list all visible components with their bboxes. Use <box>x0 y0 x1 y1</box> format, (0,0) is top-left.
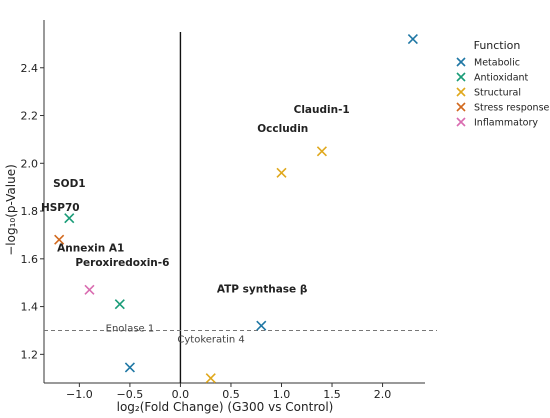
data-point <box>316 146 327 157</box>
point-label: Enolase 1 <box>106 324 155 335</box>
marker-stroke <box>456 57 466 67</box>
point-label: Cytokeratin 4 <box>177 334 244 345</box>
data-point <box>256 320 267 331</box>
legend-entry-label: Antioxidant <box>474 73 529 84</box>
data-point <box>64 213 75 224</box>
data-point <box>407 34 418 45</box>
marker-stroke <box>205 373 216 384</box>
marker-stroke <box>114 299 125 310</box>
marker-stroke <box>124 362 135 373</box>
point-label: Occludin <box>257 123 308 135</box>
point-label: Peroxiredoxin-6 <box>75 257 169 269</box>
data-point <box>124 362 135 373</box>
legend-entry-label: Inflammatory <box>474 118 538 129</box>
data-point <box>114 299 125 310</box>
marker-stroke <box>64 213 75 224</box>
y-axis-label: −log₁₀(p-Value) <box>4 164 18 256</box>
marker-stroke <box>456 117 466 127</box>
point-label: SOD1 <box>53 178 86 190</box>
marker-stroke <box>54 234 65 245</box>
y-tick-label: 1.6 <box>21 253 39 266</box>
marker-stroke <box>276 167 287 178</box>
data-point <box>54 234 65 245</box>
x-axis-ticks: −1.0 −0.5 0.0 0.5 1.0 1.5 2.0 <box>66 383 391 401</box>
legend-entry-label: Stress response <box>474 103 550 114</box>
legend: Function Metabolic Antioxidant Structural S… <box>456 39 550 129</box>
marker-stroke <box>407 34 418 45</box>
legend-marker <box>456 117 466 127</box>
data-point <box>84 284 95 295</box>
marker-stroke <box>256 320 267 331</box>
x-tick-label: 1.0 <box>273 388 291 401</box>
point-annotations: Glycerol KinaseClaudin-1OccludinSOD1HSP7… <box>41 104 350 345</box>
y-tick-label: 2.2 <box>21 110 39 123</box>
legend-title: Function <box>474 39 521 52</box>
data-points <box>54 34 418 384</box>
y-axis-ticks: 1.2 1.4 1.6 1.8 2.0 2.2 2.4 <box>21 62 44 361</box>
plot-area <box>43 20 437 384</box>
marker-stroke <box>456 87 466 97</box>
y-tick-label: 2.0 <box>21 157 39 170</box>
x-tick-label: −0.5 <box>117 388 144 401</box>
point-label: Annexin A1 <box>57 243 124 255</box>
y-tick-label: 1.2 <box>21 348 39 361</box>
y-tick-label: 2.4 <box>21 62 39 75</box>
legend-marker <box>456 72 466 82</box>
x-axis-label: log₂(Fold Change) (G300 vs Control) <box>117 400 334 414</box>
legend-marker <box>456 57 466 67</box>
data-point <box>205 373 216 384</box>
marker-stroke <box>316 146 327 157</box>
point-label: HSP70 <box>41 202 80 214</box>
y-tick-label: 1.4 <box>21 301 39 314</box>
x-tick-label: 0.5 <box>222 388 240 401</box>
legend-entry-label: Structural <box>474 88 521 99</box>
point-label: ATP synthase β <box>217 283 308 295</box>
data-point <box>276 167 287 178</box>
x-tick-label: 2.0 <box>374 388 392 401</box>
legend-entry-label: Metabolic <box>474 58 520 69</box>
x-tick-label: 0.0 <box>172 388 190 401</box>
legend-marker <box>456 102 466 112</box>
x-tick-label: −1.0 <box>66 388 93 401</box>
x-tick-label: 1.5 <box>323 388 341 401</box>
marker-stroke <box>456 102 466 112</box>
marker-stroke <box>84 284 95 295</box>
y-tick-label: 1.8 <box>21 205 39 218</box>
point-label: Claudin-1 <box>294 104 350 116</box>
marker-stroke <box>456 72 466 82</box>
legend-marker <box>456 87 466 97</box>
